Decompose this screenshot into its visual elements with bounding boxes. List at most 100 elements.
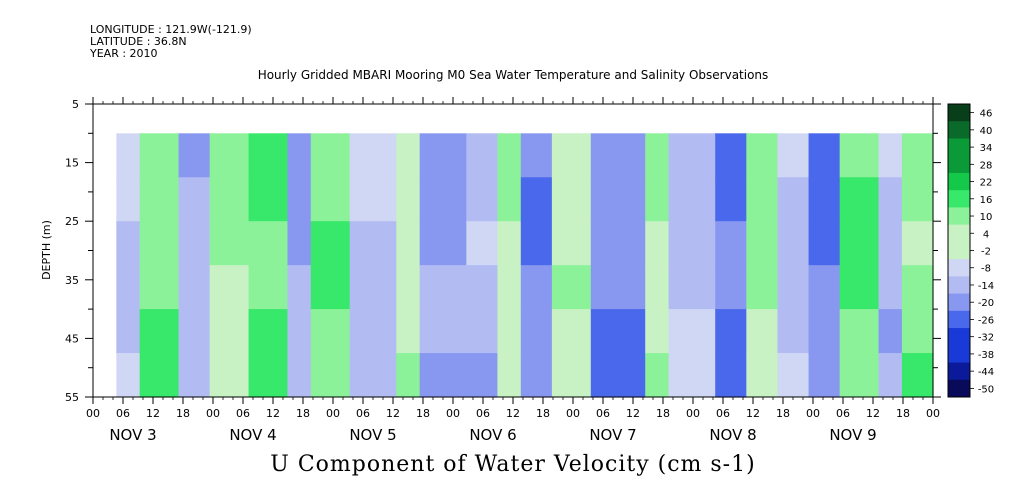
heatmap-cell [746, 353, 779, 398]
heatmap-cell [808, 133, 841, 178]
heatmap-cell [551, 353, 592, 398]
heatmap-cell [715, 353, 747, 398]
heatmap-cell [878, 309, 903, 354]
heatmap-cell [715, 309, 747, 354]
colorbar-swatch [948, 155, 970, 174]
x-tick-label: 12 [746, 407, 760, 420]
heatmap-cell [777, 177, 810, 222]
colorbar-swatch [948, 345, 970, 364]
heatmap-cell [310, 309, 351, 354]
heatmap-cell [209, 177, 250, 222]
x-tick-label: 18 [296, 407, 310, 420]
heatmap-cell [901, 309, 934, 354]
colorbar-swatch [948, 224, 970, 243]
x-tick-label: 06 [356, 407, 370, 420]
heatmap-cell [808, 221, 841, 266]
heatmap-cell [878, 221, 903, 266]
x-tick-label: 12 [506, 407, 520, 420]
x-tick-label: 18 [416, 407, 430, 420]
heatmap-cell [116, 265, 141, 310]
x-tick-label: 12 [146, 407, 160, 420]
colorbar-swatch [948, 293, 970, 312]
colorbar-label: 40 [980, 126, 993, 137]
colorbar-swatch [948, 138, 970, 157]
y-tick-label: 15 [65, 157, 79, 170]
heatmap-cell [209, 353, 250, 398]
heatmap-cell [419, 221, 467, 266]
day-label: NOV 7 [589, 426, 636, 444]
heatmap-cell [466, 221, 499, 266]
heatmap-cell [209, 133, 250, 178]
heatmap-cell [715, 133, 747, 178]
colorbar-label: 46 [980, 109, 993, 120]
colorbar-swatch [948, 259, 970, 277]
x-tick-label: 06 [836, 407, 850, 420]
heatmap-cell [116, 133, 141, 178]
year-label: YEAR : 2010 [90, 47, 158, 60]
colorbar-label: -44 [978, 367, 994, 378]
colorbar-label: 4 [983, 229, 989, 240]
x-tick-label: 06 [476, 407, 490, 420]
heatmap-cell [878, 177, 903, 222]
metadata-block: LONGITUDE : 121.9W(-121.9) LATITUDE : 36… [90, 24, 252, 60]
heatmap-cell [139, 353, 180, 398]
heatmap-cell [116, 353, 141, 398]
heatmap-cell [396, 353, 421, 398]
heatmap-cell [466, 177, 499, 222]
heatmap-cell [520, 353, 553, 398]
y-tick-label: 5 [72, 98, 79, 111]
heatmap-cell [520, 221, 553, 266]
heatmap-cell [419, 177, 467, 222]
heatmap-cell [178, 177, 211, 222]
day-label: NOV 5 [349, 426, 396, 444]
heatmap-cell [139, 133, 180, 178]
heatmap-cell [349, 221, 397, 266]
heatmap-cell [839, 177, 880, 222]
day-label: NOV 3 [109, 426, 156, 444]
heatmap-cell [396, 309, 421, 354]
heatmap-cell [878, 133, 903, 178]
variable-title: U Component of Water Velocity (cm s-1) [270, 452, 756, 477]
heatmap-cell [310, 177, 351, 222]
heatmap-cell [466, 265, 499, 310]
x-tick-label: 12 [626, 407, 640, 420]
heatmap-cell [310, 265, 351, 310]
colorbar-swatch [948, 362, 970, 381]
x-tick-label: 18 [776, 407, 790, 420]
heatmap-cell [248, 265, 289, 310]
heatmap-cell [466, 309, 499, 354]
heatmap-cell [808, 309, 841, 354]
heatmap-cell [746, 309, 779, 354]
x-tick-label: 00 [206, 407, 220, 420]
heatmap-cell [668, 265, 716, 310]
colorbar-label: -2 [981, 247, 991, 258]
heatmap-cell [901, 353, 934, 398]
heatmap-cell [396, 265, 421, 310]
colorbar-label: 22 [980, 178, 993, 189]
heatmap-cell [178, 221, 211, 266]
heatmap-cell [777, 353, 810, 398]
heatmap-cell [520, 309, 553, 354]
heatmap-layer [116, 133, 934, 398]
colorbar-swatch [948, 207, 970, 226]
heatmap-cell [310, 221, 351, 266]
heatmap-cell [645, 265, 670, 310]
axes-layer: 00 06 12 18 00 06 12 18 00 06 12 18 00 06 12 18 00 06 12 18… [65, 97, 941, 444]
heatmap-cell [419, 309, 467, 354]
x-tick-label: 12 [866, 407, 880, 420]
heatmap-cell [116, 221, 141, 266]
heatmap-cell [645, 133, 670, 178]
x-tick-label: 18 [896, 407, 910, 420]
heatmap-cell [839, 265, 880, 310]
colorbar-label: 10 [980, 212, 993, 223]
heatmap-cell [349, 265, 397, 310]
heatmap-cell [746, 177, 779, 222]
day-label: NOV 8 [709, 426, 756, 444]
heatmap-cell [497, 133, 522, 178]
longitude-label: LONGITUDE : 121.9W(-121.9) [90, 23, 252, 36]
x-tick-label: 06 [596, 407, 610, 420]
heatmap-cell [645, 221, 670, 266]
colorbar-label: 16 [980, 195, 993, 206]
heatmap-cell [901, 177, 934, 222]
x-tick-label: 00 [446, 407, 460, 420]
